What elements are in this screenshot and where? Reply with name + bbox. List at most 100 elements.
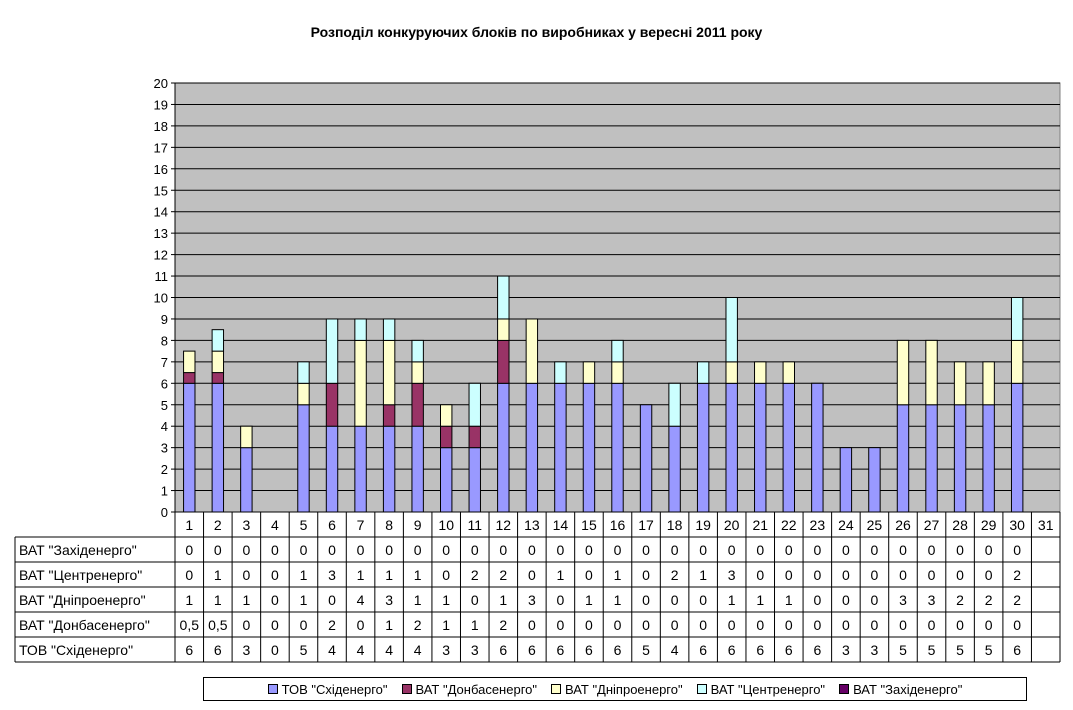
table-cell-value: 3 xyxy=(728,567,736,583)
bar-segment xyxy=(183,382,196,513)
table-cell-value: 0 xyxy=(956,617,964,633)
table-cell-value: 0 xyxy=(756,567,764,583)
table-cell-value: 2 xyxy=(499,567,507,583)
table-cell-value: 0 xyxy=(728,542,736,558)
legend-entry: ТОВ "Східенерго" xyxy=(267,682,388,697)
table-cell-value: 0 xyxy=(271,642,279,658)
y-tick-label: 16 xyxy=(154,162,168,177)
table-cell-value: 0 xyxy=(899,542,907,558)
table-cell-value: 0 xyxy=(928,542,936,558)
bar-segment xyxy=(325,318,339,384)
legend-entry: ВАТ "Західенерго" xyxy=(839,682,962,697)
table-cell-value: 0 xyxy=(557,617,565,633)
table-cell-value: 2 xyxy=(499,617,507,633)
bar-segment xyxy=(382,425,396,513)
table-cell-value: 6 xyxy=(499,642,507,658)
y-tick-label: 5 xyxy=(161,398,168,413)
table-cell-value: 0 xyxy=(242,617,250,633)
y-tick-label: 17 xyxy=(154,140,168,155)
bar-segment xyxy=(382,404,396,427)
bar-segment xyxy=(297,382,310,406)
table-cell-value: 1 xyxy=(442,592,450,608)
table-cell-value: 0 xyxy=(557,592,565,608)
table-cell-value: 2 xyxy=(985,592,993,608)
bar-segment xyxy=(611,382,624,513)
table-cell-value: 0 xyxy=(242,567,250,583)
table-cell-value: 6 xyxy=(557,642,565,658)
table-cell-value: 0 xyxy=(585,542,593,558)
bar-segment xyxy=(1010,382,1024,513)
table-row-label: ВАТ "Західенерго" xyxy=(19,542,137,558)
table-cell-value: 5 xyxy=(300,642,308,658)
table-cell-value: 6 xyxy=(585,642,593,658)
bar-segment xyxy=(525,382,539,513)
table-cell-value: 0 xyxy=(956,542,964,558)
bar-segment xyxy=(811,382,824,513)
table-cell-value: 0,5 xyxy=(208,617,228,633)
bar-segment xyxy=(297,404,310,513)
x-tick-label: 11 xyxy=(467,517,482,533)
table-cell-value: 0 xyxy=(785,542,793,558)
bar-segment xyxy=(325,382,339,427)
bar-segment xyxy=(211,372,225,384)
y-tick-label: 2 xyxy=(161,462,168,477)
table-cell-value: 0 xyxy=(414,542,422,558)
table-cell-value: 2 xyxy=(1013,567,1021,583)
y-tick-label: 0 xyxy=(161,505,168,520)
legend: ТОВ "Східенерго" ВАТ "Донбасенерго" ВАТ "Д… xyxy=(203,677,1027,701)
table-cell-value: 2 xyxy=(328,617,336,633)
bar-segment xyxy=(382,318,396,341)
bar-segment xyxy=(782,382,795,513)
table-cell-value: 1 xyxy=(357,567,365,583)
legend-swatch xyxy=(696,684,707,694)
chart-title: Розподіл конкуруючих блоків по виробника… xyxy=(310,24,763,40)
y-tick-label: 15 xyxy=(154,183,168,198)
bar-segment xyxy=(839,447,853,513)
y-tick-label: 4 xyxy=(161,419,168,434)
table-cell-value: 0 xyxy=(642,542,650,558)
bar-segment xyxy=(354,318,367,341)
table-cell-value: 0 xyxy=(928,617,936,633)
x-tick-label: 14 xyxy=(553,517,569,533)
x-tick-label: 5 xyxy=(300,517,308,533)
bar-segment xyxy=(497,382,510,513)
table-cell-value: 1 xyxy=(471,617,479,633)
table-cell-value: 0 xyxy=(985,542,993,558)
bar-segment xyxy=(868,447,881,513)
table-cell-value: 0 xyxy=(185,542,193,558)
table-cell-value: 0 xyxy=(813,567,821,583)
table-cell-value: 0 xyxy=(642,567,650,583)
legend-label: ВАТ "Донбасенерго" xyxy=(415,681,537,697)
legend-label: ВАТ "Західенерго" xyxy=(853,681,963,697)
table-cell-value: 3 xyxy=(385,592,393,608)
y-tick-label: 14 xyxy=(154,205,168,220)
table-cell-value: 0 xyxy=(842,617,850,633)
table-cell-value: 2 xyxy=(671,567,679,583)
bar-segment xyxy=(725,361,738,384)
table-cell-value: 6 xyxy=(699,642,707,658)
bar-segment xyxy=(953,361,967,406)
table-cell-value: 0 xyxy=(728,617,736,633)
table-cell-value: 0 xyxy=(842,567,850,583)
table-cell-value: 6 xyxy=(214,642,222,658)
bar-segment xyxy=(411,382,424,427)
x-tick-label: 20 xyxy=(724,517,740,533)
bar-segment xyxy=(925,404,938,513)
table-cell-value: 0 xyxy=(614,542,622,558)
y-tick-label: 11 xyxy=(155,269,169,284)
bar-segment xyxy=(611,339,624,363)
y-tick-label: 3 xyxy=(161,441,168,456)
table-cell-value: 0 xyxy=(985,567,993,583)
table-cell-value: 0 xyxy=(214,542,222,558)
table-cell-value: 0 xyxy=(956,567,964,583)
table-cell-value: 1 xyxy=(414,592,422,608)
table-cell-value: 6 xyxy=(1013,642,1021,658)
y-tick-label: 20 xyxy=(154,76,168,91)
bar-segment xyxy=(582,361,596,384)
table-cell-value: 0 xyxy=(699,617,707,633)
table-cell-value: 1 xyxy=(557,567,565,583)
x-tick-label: 29 xyxy=(981,517,997,533)
bar-segment xyxy=(925,339,938,406)
table-cell-value: 0 xyxy=(1013,617,1021,633)
